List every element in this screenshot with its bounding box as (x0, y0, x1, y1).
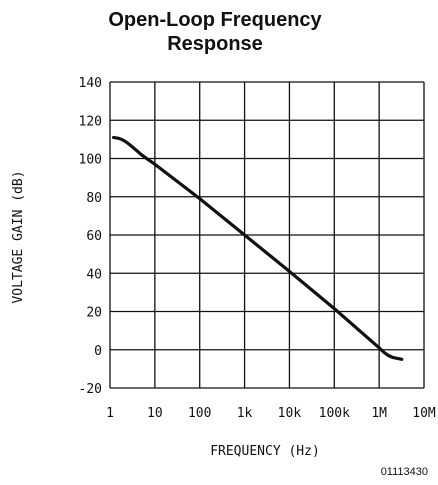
x-tick-label: 1M (371, 406, 387, 421)
x-tick-label: 100 (188, 406, 211, 421)
y-axis-label: VOLTAGE GAIN (dB) (11, 170, 26, 303)
y-tick-label: -20 (79, 382, 102, 397)
x-tick-label: 100k (319, 406, 350, 421)
x-tick-label: 1 (106, 406, 114, 421)
y-tick-label: 80 (86, 191, 102, 206)
x-tick-label: 1k (237, 406, 253, 421)
grid-lines (109, 81, 425, 389)
figure-code: 01113430 (380, 466, 428, 478)
chart-title-line-1: Open-Loop Frequency (108, 9, 322, 31)
y-tick-label: 20 (86, 306, 102, 321)
y-tick-label: 140 (79, 76, 102, 91)
y-tick-label: 120 (79, 114, 102, 129)
y-tick-label: 60 (86, 229, 102, 244)
x-tick-label: 10k (278, 406, 302, 421)
y-tick-label: 0 (94, 344, 102, 359)
x-axis-label: FREQUENCY (Hz) (210, 444, 320, 459)
x-tick-label: 10 (147, 406, 163, 421)
tick-labels: 1 10 100 1k 10k 100k 1M 10M 140 120 100 80 60 40 20 0 -2… (79, 76, 436, 421)
gain-curve (111, 135, 404, 361)
y-tick-label: 40 (86, 267, 102, 282)
y-tick-label: 100 (79, 153, 102, 168)
chart-title-line-2: Response (167, 33, 263, 55)
x-tick-label: 10M (412, 406, 436, 421)
series-layer (111, 135, 404, 361)
